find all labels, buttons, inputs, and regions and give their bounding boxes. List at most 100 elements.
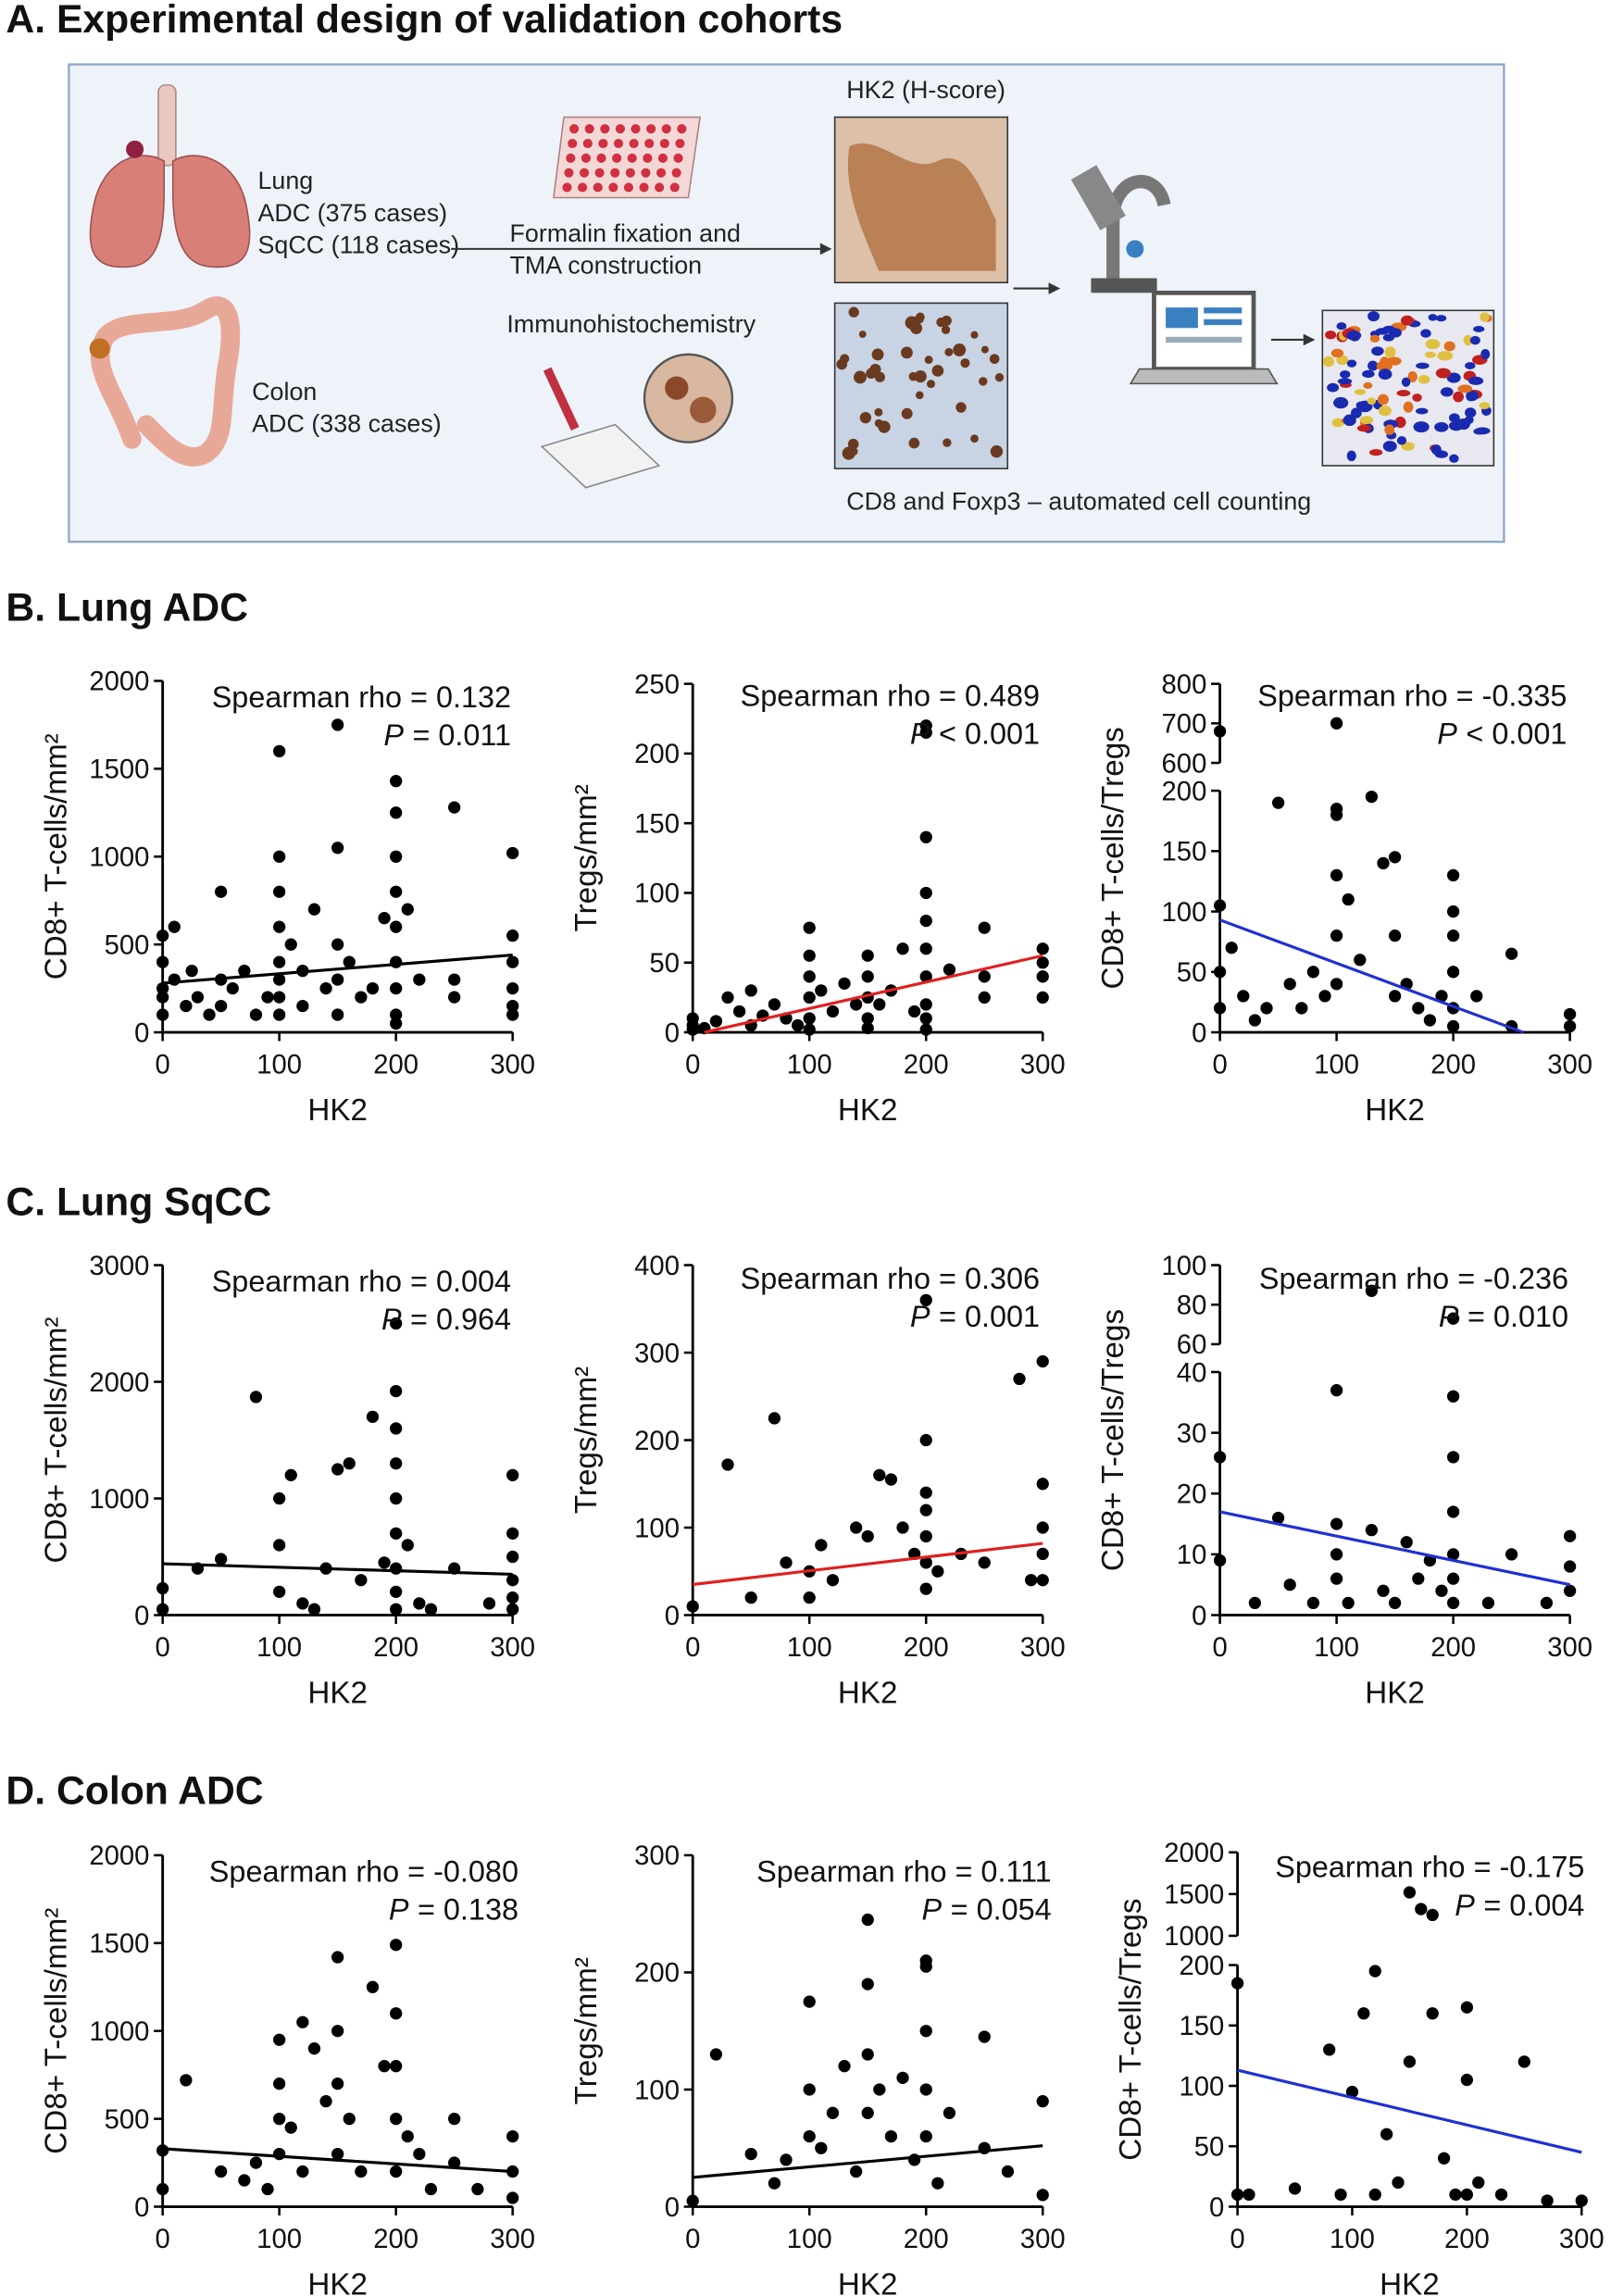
colon-icon [89,296,241,467]
tma-dot [669,182,680,193]
point [803,921,816,934]
point [1517,2055,1530,2068]
point [1330,868,1343,882]
point [273,2078,286,2090]
p-text: < 0.001 [1466,717,1567,750]
point [1036,2095,1049,2108]
cell [1378,368,1392,381]
point [156,1603,169,1616]
point [721,1458,734,1471]
point [919,1433,932,1447]
tma-dot [671,168,681,178]
cell [1355,401,1366,409]
point [791,1018,805,1032]
y-tick-label: 200 [1162,777,1207,806]
point [1563,1019,1577,1033]
microscope [1070,165,1171,293]
cell [1412,393,1422,402]
point [815,1539,828,1552]
point [448,801,461,814]
point [780,2153,793,2166]
cell [1388,328,1402,338]
point [1392,2176,1405,2190]
point [1435,990,1448,1003]
annotation: Spearman rho = 0.306 [741,1262,1040,1295]
p-text: = 0.964 [410,1303,511,1336]
point [1354,954,1367,967]
point [1563,1584,1577,1597]
trend-line [162,953,513,985]
point [273,973,286,986]
y-tick-label: 300 [634,1841,680,1871]
cell [1437,351,1454,361]
point [1446,1312,1460,1325]
point [919,998,932,1011]
cell [1336,355,1349,366]
point [826,1004,840,1018]
cell [910,322,923,334]
cell [1435,368,1452,379]
cell [908,371,918,381]
point [1330,1548,1343,1561]
point [390,1457,403,1470]
y-tick-label: 100 [634,2076,680,2105]
point [1446,1390,1460,1403]
tma-dot [673,153,683,163]
point [919,1960,932,1973]
y-tick-label: 0 [134,1602,149,1631]
arrow-head [1048,282,1061,294]
trend-line [693,1541,1043,1587]
point [390,1527,403,1540]
tma-dot [631,124,641,134]
counting-label: CD8 and Foxp3 – automated cell counting [846,487,1311,515]
point [1540,1596,1554,1610]
p-value: P < 0.001 [910,717,1040,750]
p-value: P = 0.004 [1455,1889,1584,1922]
point [896,1521,909,1534]
y-tick-label: 200 [634,1959,680,1989]
point [448,2112,461,2126]
point [261,2182,274,2196]
point [1330,978,1343,991]
y-tick-label: 800 [1162,670,1207,700]
point [273,2147,286,2161]
point [296,1597,309,1610]
cell [931,365,944,377]
cell [1425,339,1441,350]
point [261,991,274,1004]
tma-dot [657,153,668,163]
cell [1465,362,1476,369]
point [156,991,169,1004]
point [1446,1451,1460,1464]
point [931,2177,944,2190]
y-tick-label: 0 [134,1018,149,1048]
point [1388,990,1402,1003]
y-tick-label: 100 [1162,898,1207,928]
panel-title: A. Experimental design of validation coh… [6,0,843,42]
y-tick-label: 200 [1180,1952,1225,1981]
cell [1396,436,1407,445]
point [1446,1505,1460,1518]
point [1330,1517,1343,1530]
point [1380,2128,1393,2140]
point [803,1023,816,1036]
point [1470,990,1483,1003]
p-text: = 0.138 [418,1893,518,1927]
cell [1340,369,1351,379]
point [168,920,181,933]
point [238,964,251,978]
point [919,942,932,955]
y-tick-label: 100 [1162,1252,1207,1281]
tissue-stain [847,143,996,271]
point [1460,2001,1474,2014]
y-tick-label: 50 [1194,2133,1225,2163]
tma-dot [675,138,685,149]
tma-dots [562,124,687,193]
cell [979,377,988,386]
x-tick-label: 300 [1020,1633,1066,1663]
point [803,2129,816,2143]
point [506,955,519,968]
point [506,1574,519,1587]
x-tick-label: 200 [373,1633,418,1663]
cell [1336,322,1347,331]
